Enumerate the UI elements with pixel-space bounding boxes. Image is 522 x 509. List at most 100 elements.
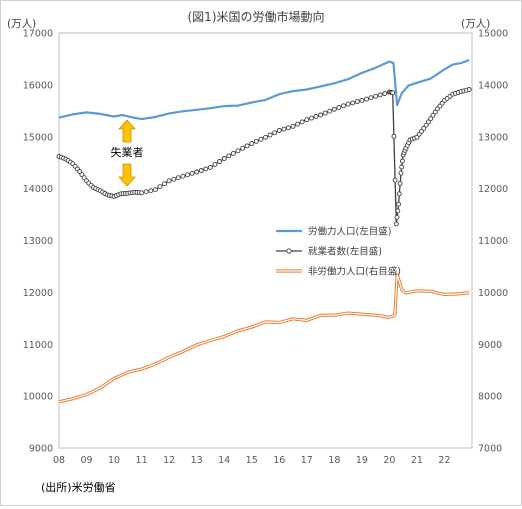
arrow-up-icon — [118, 119, 136, 143]
series-layer — [56, 58, 472, 404]
employment-point — [290, 123, 296, 129]
employment-point — [432, 109, 438, 115]
employment-point — [428, 116, 434, 122]
plot-area — [58, 32, 473, 449]
x-tick-label: 15 — [246, 455, 258, 466]
employment-point — [396, 191, 402, 197]
right-tick-label: 9000 — [478, 340, 502, 351]
employment-point — [166, 178, 172, 184]
employment-point — [276, 128, 282, 133]
labor-force-series-line — [58, 58, 470, 121]
employment-point — [180, 173, 186, 179]
employment-point — [171, 176, 177, 182]
employment-point — [382, 91, 388, 96]
x-tick-label: 08 — [53, 455, 65, 466]
left-tick-label: 12000 — [23, 288, 53, 299]
right-tick-label: 10000 — [478, 288, 508, 299]
left-tick-label: 11000 — [23, 340, 53, 351]
left-tick-label: 17000 — [23, 29, 53, 40]
employment-point — [249, 141, 255, 146]
employment-point — [373, 93, 379, 99]
employment-point — [244, 143, 250, 149]
employment-point — [295, 121, 301, 127]
arrow-down-icon — [118, 163, 136, 187]
x-tick-label: 14 — [218, 455, 230, 466]
employment-point — [421, 125, 427, 131]
employment-point — [258, 136, 264, 142]
employment-point — [253, 138, 259, 144]
employment-point — [364, 96, 369, 102]
x-tick-label: 17 — [301, 455, 313, 466]
employment-point — [235, 148, 241, 154]
x-tick-label: 11 — [136, 455, 148, 466]
x-tick-label: 10 — [108, 455, 120, 466]
x-tick-label: 22 — [438, 455, 450, 466]
x-tick-label: 18 — [328, 455, 340, 466]
employment-point — [390, 90, 396, 96]
legend-label-not-in-labor-force: 非労働力人口(右目盛) — [308, 266, 401, 278]
left-tick-label: 13000 — [23, 236, 53, 247]
employment-point — [221, 156, 227, 161]
employment-point — [466, 87, 472, 92]
employment-point — [350, 100, 356, 106]
source-note: (出所)米労働省 — [41, 480, 116, 494]
employment-point — [391, 133, 397, 139]
legend-label-employment: 就業者数(左目盛) — [308, 246, 382, 258]
not-in-labor-force-series-line-inner — [58, 273, 470, 403]
left-tick-label: 16000 — [23, 80, 53, 91]
employment-point — [308, 115, 314, 121]
employment-point — [230, 150, 236, 156]
employment-point — [354, 99, 360, 105]
employment-point — [393, 221, 399, 227]
employment-point — [313, 114, 319, 119]
employment-point — [162, 181, 167, 187]
not-in-labor-force-series-line — [58, 272, 470, 404]
employment-point — [139, 190, 145, 196]
employment-point — [359, 97, 365, 103]
employment-point — [157, 184, 163, 190]
right-tick-label: 12000 — [478, 184, 508, 195]
employment-point — [423, 122, 429, 128]
employment-point — [299, 119, 305, 125]
employment-point — [392, 177, 398, 183]
employment-point — [341, 103, 346, 109]
employment-point — [148, 188, 154, 194]
employment-point — [175, 175, 181, 181]
employment-point — [345, 101, 351, 107]
legend-marker-employment — [286, 248, 292, 254]
unemployed-annotation: 失業者 — [111, 119, 144, 187]
right-tick-label: 14000 — [478, 80, 508, 91]
right-tick-label: 13000 — [478, 132, 508, 143]
x-tick-label: 21 — [411, 455, 423, 466]
left-tick-label: 9000 — [29, 444, 53, 455]
right-tick-label: 7000 — [478, 444, 502, 455]
employment-point — [217, 159, 223, 164]
employment-point — [263, 134, 268, 140]
legend-label-labor-force: 労働力人口(左目盛) — [308, 226, 391, 238]
left-axis: 17000 16000 15000 14000 13000 12000 11000 10000… — [23, 29, 53, 455]
employment-point — [212, 161, 218, 167]
x-tick-label: 12 — [163, 455, 175, 466]
employment-point — [198, 168, 204, 173]
x-tick-label: 20 — [383, 455, 395, 466]
x-tick-label: 19 — [356, 455, 368, 466]
right-axis: 15000 14000 13000 12000 11000 10000 9000 8000 70… — [478, 29, 508, 455]
employment-point — [267, 132, 273, 138]
employment-point — [143, 189, 149, 195]
left-tick-label: 15000 — [23, 132, 53, 143]
employment-point — [79, 172, 85, 178]
employment-point — [395, 208, 401, 214]
employment-point — [322, 110, 328, 116]
employment-point — [397, 180, 403, 186]
employment-point — [203, 166, 209, 172]
employment-point — [194, 169, 200, 175]
left-tick-label: 10000 — [23, 392, 53, 403]
employment-point — [377, 92, 383, 98]
x-axis: 08 09 10 11 12 13 14 15 16 17 18 19 20 21 22 — [53, 455, 451, 466]
right-tick-label: 8000 — [478, 392, 502, 403]
employment-point — [331, 106, 337, 112]
annotation-label: 失業者 — [111, 146, 144, 159]
employment-point — [152, 187, 158, 193]
